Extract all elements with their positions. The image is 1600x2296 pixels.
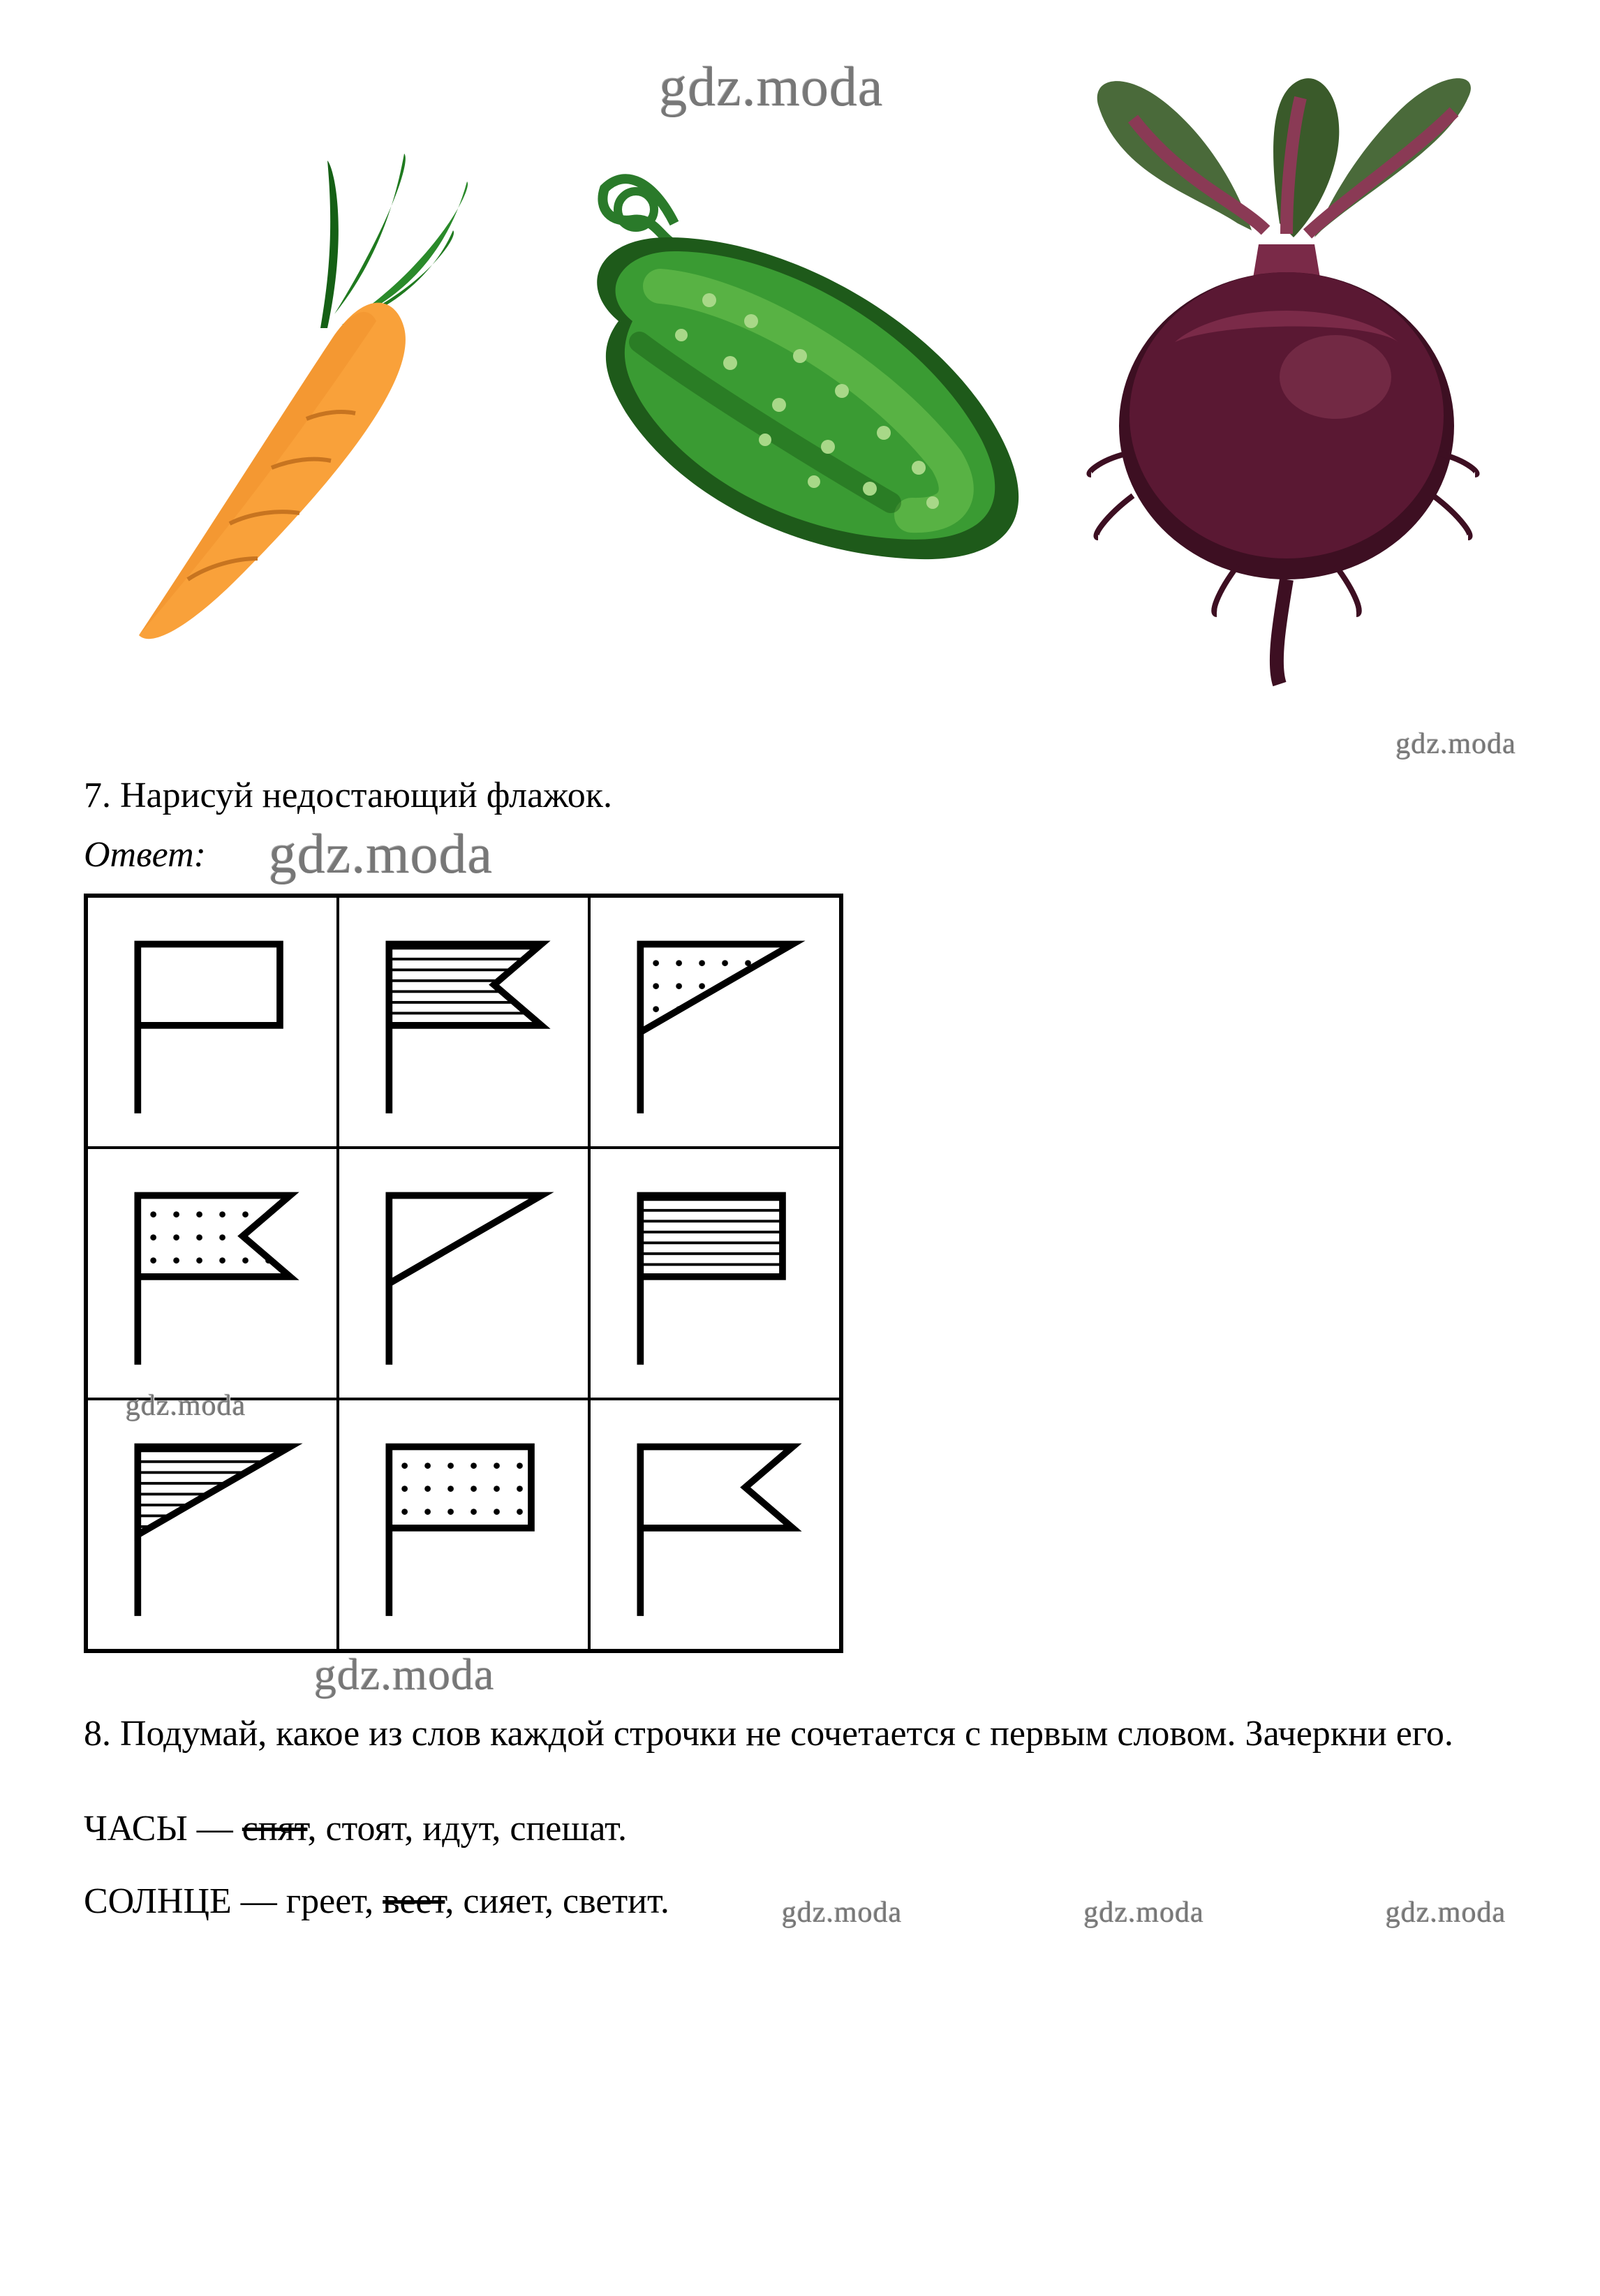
watermark-b3: gdz.moda <box>1386 1896 1506 1930</box>
flag-grid-wrap: gdz.moda gdz.moda gdz.moda <box>84 894 1516 1653</box>
watermark-b1: gdz.moda <box>782 1896 902 1930</box>
watermark-top: gdz.moda <box>659 56 883 119</box>
flag-cell <box>338 1148 589 1399</box>
task8-number: 8. <box>84 1714 111 1754</box>
flag-cell <box>589 1148 840 1399</box>
answer-label: Ответ: <box>84 834 206 875</box>
line1-rest: , стоят, идут, спешат. <box>307 1809 627 1849</box>
flag-cell <box>87 896 338 1148</box>
line1-struck: спят <box>242 1809 308 1849</box>
flag-cell <box>589 896 840 1148</box>
watermark-answer: gdz.moda <box>269 823 493 887</box>
flag-cell <box>87 1399 338 1650</box>
watermark-veg-right: gdz.moda <box>1396 727 1516 761</box>
beet-image <box>1070 63 1503 719</box>
task8-body: Подумай, какое из слов каждой строчки не… <box>120 1714 1453 1754</box>
flag-grid <box>84 894 843 1653</box>
task7-number: 7. <box>84 776 111 815</box>
task8-text: 8. Подумай, какое из слов каждой строчки… <box>84 1703 1516 1765</box>
line1-head: ЧАСЫ — <box>84 1809 242 1849</box>
flag-cell <box>338 1399 589 1650</box>
watermark-b2: gdz.moda <box>1083 1896 1203 1930</box>
line2-head: СОЛНЦЕ — греет, <box>84 1881 383 1921</box>
flag-cell <box>87 1148 338 1399</box>
task7-body: Нарисуй недостающий флажок. <box>120 776 612 815</box>
answer-row: Ответ: gdz.moda <box>84 823 1516 887</box>
watermark-grid-bottom: gdz.moda <box>314 1649 1516 1701</box>
flag-cell <box>589 1399 840 1650</box>
flag-cell <box>338 896 589 1148</box>
carrot-image <box>97 105 488 677</box>
line2-rest: , сияет, светит. <box>445 1881 669 1921</box>
watermark-bottom-row: gdz.moda gdz.moda gdz.moda <box>782 1896 1516 1930</box>
task7-text: 7. Нарисуй недостающий флажок. <box>84 775 1516 816</box>
line1: ЧАСЫ — спят, стоят, идут, спешат. <box>84 1793 1516 1865</box>
cucumber-image <box>514 147 1044 635</box>
line2-struck: веет <box>383 1881 445 1921</box>
watermark-grid-inside: gdz.moda <box>126 1389 246 1423</box>
vegetable-row: gdz.moda <box>84 42 1516 740</box>
